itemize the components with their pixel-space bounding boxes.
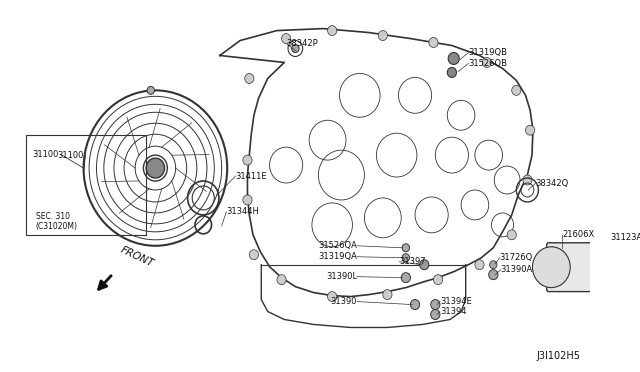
Circle shape: [512, 86, 521, 95]
Text: 31394: 31394: [440, 307, 467, 316]
Text: 31390: 31390: [330, 297, 357, 306]
Text: J3I102H5: J3I102H5: [537, 351, 580, 361]
Circle shape: [490, 261, 497, 269]
Text: 21606X: 21606X: [563, 230, 595, 239]
Circle shape: [250, 250, 259, 260]
Circle shape: [433, 275, 443, 285]
Circle shape: [402, 244, 410, 252]
Text: 31319QB: 31319QB: [468, 48, 508, 57]
Text: 31100: 31100: [33, 150, 59, 158]
Circle shape: [147, 86, 154, 94]
Circle shape: [383, 290, 392, 299]
Circle shape: [475, 260, 484, 270]
Circle shape: [328, 292, 337, 302]
Circle shape: [525, 125, 535, 135]
Text: 38342Q: 38342Q: [536, 179, 569, 187]
Circle shape: [378, 31, 387, 41]
Circle shape: [523, 175, 532, 185]
Circle shape: [401, 273, 410, 283]
Text: 31123A: 31123A: [611, 233, 640, 242]
Circle shape: [402, 254, 410, 262]
Text: 31397: 31397: [399, 257, 426, 266]
Circle shape: [448, 52, 460, 64]
Circle shape: [447, 67, 456, 77]
Circle shape: [507, 230, 516, 240]
Text: FRONT: FRONT: [118, 245, 155, 269]
Circle shape: [410, 299, 420, 310]
Text: 31319QA: 31319QA: [318, 252, 357, 261]
Text: 31344H: 31344H: [227, 208, 259, 217]
Text: 31390L: 31390L: [326, 272, 357, 281]
Text: 31526QB: 31526QB: [468, 59, 508, 68]
Circle shape: [429, 38, 438, 48]
Text: 31394E: 31394E: [440, 297, 472, 306]
Circle shape: [277, 275, 286, 285]
Circle shape: [146, 158, 164, 178]
Text: 31100: 31100: [57, 151, 84, 160]
Circle shape: [243, 195, 252, 205]
Circle shape: [328, 26, 337, 36]
Text: SEC. 310: SEC. 310: [36, 212, 70, 221]
Circle shape: [431, 299, 440, 310]
Text: 31390A: 31390A: [500, 265, 533, 274]
Text: 31411E: 31411E: [236, 171, 267, 180]
Text: 38342P: 38342P: [286, 39, 318, 48]
Text: (C31020M): (C31020M): [36, 222, 77, 231]
Circle shape: [489, 270, 498, 280]
Bar: [26, 135, 146, 235]
Circle shape: [243, 155, 252, 165]
Circle shape: [431, 310, 440, 320]
Circle shape: [282, 33, 291, 44]
Text: 31526QA: 31526QA: [318, 241, 357, 250]
Text: 31726Q: 31726Q: [500, 253, 533, 262]
Circle shape: [244, 73, 254, 83]
FancyBboxPatch shape: [547, 243, 601, 292]
Circle shape: [292, 45, 299, 52]
Circle shape: [532, 247, 570, 288]
Circle shape: [420, 260, 429, 270]
Circle shape: [483, 58, 492, 67]
